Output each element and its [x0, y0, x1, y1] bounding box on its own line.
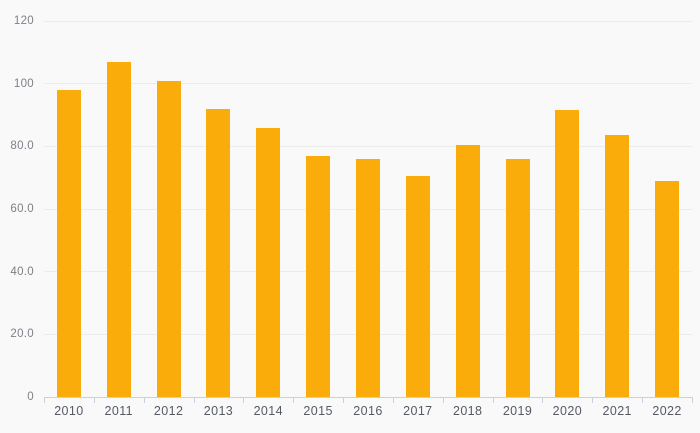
bar-2014[interactable] — [256, 127, 281, 397]
x-axis-tick — [592, 397, 594, 403]
bar-2016[interactable] — [356, 158, 380, 397]
y-axis-label-100: 100 — [13, 77, 34, 90]
x-axis-label-2018: 2018 — [452, 404, 483, 418]
bar-2020[interactable] — [555, 110, 580, 397]
x-axis-tick — [193, 397, 195, 403]
x-axis-tick — [343, 397, 345, 403]
x-axis-tick — [293, 397, 295, 403]
x-axis-tick — [243, 397, 245, 403]
y-axis-label-60: 60.0 — [10, 203, 34, 215]
x-axis-label-2017: 2017 — [403, 404, 433, 418]
gridline-100 — [44, 83, 692, 85]
x-axis-label-2016: 2016 — [353, 404, 383, 418]
x-axis-tick — [93, 397, 95, 403]
y-axis-label-40: 40.0 — [10, 265, 34, 278]
y-axis-label-20: 20.0 — [10, 328, 34, 341]
x-axis-tick — [642, 397, 644, 403]
x-axis-tick — [542, 397, 544, 403]
bar-2015[interactable] — [306, 155, 331, 397]
bar-2021[interactable] — [605, 135, 630, 397]
x-axis-label-2013: 2013 — [203, 404, 234, 418]
x-axis-line — [44, 397, 692, 398]
bar-2018[interactable] — [455, 144, 480, 397]
x-axis-label-2015: 2015 — [303, 404, 333, 418]
x-axis-tick — [692, 397, 693, 403]
x-axis-label-2020: 2020 — [552, 404, 583, 418]
x-axis-label-2014: 2014 — [253, 404, 283, 418]
x-axis-tick — [44, 397, 45, 403]
x-axis-tick — [492, 397, 494, 403]
x-axis-label-2010: 2010 — [54, 404, 84, 418]
gridline-120 — [44, 20, 692, 22]
bar-2019[interactable] — [505, 158, 530, 397]
y-axis-label-0: 0 — [27, 391, 34, 403]
bar-2017[interactable] — [405, 176, 430, 397]
x-axis-label-2012: 2012 — [153, 404, 184, 418]
bar-2022[interactable] — [655, 180, 680, 397]
x-axis-tick — [143, 397, 145, 403]
bar-2011[interactable] — [106, 61, 131, 397]
x-axis-tick — [442, 397, 444, 403]
bar-2013[interactable] — [206, 108, 231, 397]
bar-2010[interactable] — [56, 89, 81, 397]
x-axis-tick — [392, 397, 394, 403]
bar-2012[interactable] — [156, 80, 181, 397]
x-axis-label-2021: 2021 — [602, 404, 632, 418]
gridline-80 — [44, 145, 692, 147]
y-axis-label-80: 80.0 — [10, 140, 34, 153]
x-axis-label-2022: 2022 — [652, 404, 682, 418]
x-axis-label-2011: 2011 — [104, 404, 133, 418]
y-axis-label-120: 120 — [13, 15, 34, 27]
x-axis-label-2019: 2019 — [502, 404, 533, 418]
